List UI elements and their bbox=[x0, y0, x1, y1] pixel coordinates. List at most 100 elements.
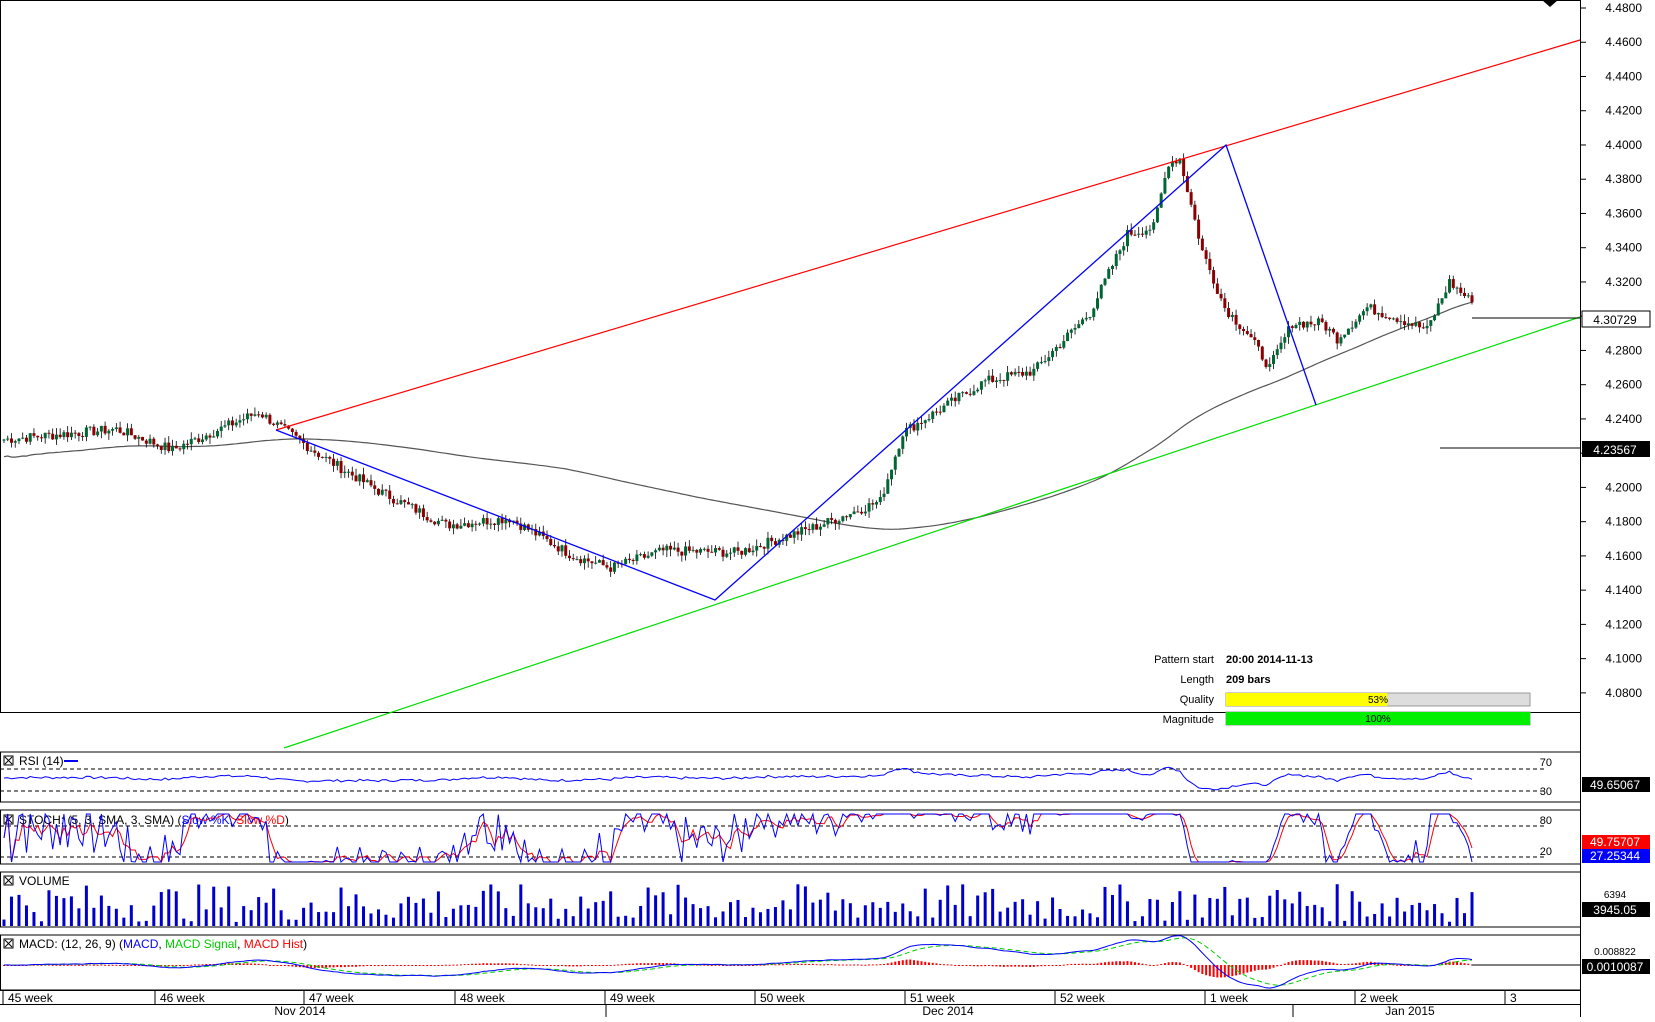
macd-hist-bar bbox=[242, 963, 245, 965]
candle-body bbox=[1466, 295, 1470, 297]
candle-body bbox=[1110, 266, 1114, 270]
candle-body bbox=[6, 438, 10, 440]
macd-hist-bar bbox=[167, 965, 170, 967]
candle-body bbox=[1167, 166, 1171, 178]
macd-hist-bar bbox=[1171, 961, 1174, 965]
candle-body bbox=[1125, 230, 1129, 247]
macd-hist-bar bbox=[126, 965, 129, 966]
macd-hist-bar bbox=[898, 960, 901, 965]
price-tick-label: 4.4600 bbox=[1605, 35, 1642, 49]
macd-title: MACD: (12, 26, 9) (MACD, MACD Signal, MA… bbox=[19, 937, 307, 951]
candle-body bbox=[227, 420, 231, 426]
volume-bar bbox=[886, 901, 890, 926]
macd-hist-bar bbox=[508, 963, 511, 965]
candle-body bbox=[642, 554, 646, 558]
volume-bar bbox=[294, 919, 298, 926]
candle-body bbox=[1219, 293, 1223, 299]
macd-hist-bar bbox=[1265, 965, 1268, 970]
macd-hist-bar bbox=[497, 963, 500, 965]
macd-hist-bar bbox=[283, 965, 286, 967]
volume-bars bbox=[2, 884, 1474, 926]
macd-hist-bar bbox=[467, 964, 470, 966]
rsi-level-70: 70 bbox=[1540, 757, 1552, 769]
macd-hist-bar bbox=[830, 964, 833, 966]
volume-bar bbox=[1328, 921, 1332, 926]
macd-hist-bar bbox=[1182, 963, 1185, 965]
macd-hist-bar bbox=[549, 965, 552, 966]
candle-body bbox=[21, 437, 25, 439]
macd-indicator: MACD: (12, 26, 9) (MACD, MACD Signal, MA… bbox=[3, 935, 1650, 989]
macd-hist-bar bbox=[253, 963, 256, 965]
candle-body bbox=[1373, 304, 1377, 315]
macd-hist-bar bbox=[1055, 965, 1058, 966]
volume-bar bbox=[62, 898, 66, 926]
volume-bar bbox=[556, 918, 560, 926]
macd-hist-bar bbox=[1100, 962, 1103, 965]
macd-hist-bar bbox=[456, 964, 459, 966]
candle-body bbox=[1054, 347, 1058, 352]
candle-body bbox=[1354, 321, 1358, 328]
candle-body bbox=[290, 428, 294, 432]
macd-hist-bar bbox=[587, 965, 590, 966]
volume-bar bbox=[47, 890, 51, 926]
scroll-arrow-icon[interactable] bbox=[1542, 0, 1558, 7]
resistance-line bbox=[275, 39, 1581, 431]
macd-hist-bar bbox=[590, 965, 593, 966]
candle-body bbox=[1159, 193, 1163, 208]
candle-body bbox=[938, 411, 942, 413]
candle-body bbox=[504, 519, 508, 524]
volume-bar bbox=[743, 917, 747, 926]
macd-hist-bar bbox=[501, 963, 504, 965]
candle-body bbox=[1170, 161, 1174, 167]
macd-hist-bar bbox=[474, 963, 477, 965]
candle-body bbox=[1051, 351, 1055, 358]
volume-bar bbox=[1463, 913, 1467, 926]
volume-indicator: VOLUME 6394 3945.05 bbox=[2, 874, 1650, 926]
candle-body bbox=[272, 423, 276, 425]
macd-hist-bar bbox=[77, 964, 80, 966]
macd-hist-bar bbox=[486, 963, 489, 965]
candle-body bbox=[878, 497, 882, 503]
candle-body bbox=[1212, 270, 1216, 284]
volume-bar bbox=[1118, 884, 1122, 926]
candle-body bbox=[830, 518, 834, 520]
candle-body bbox=[770, 537, 774, 542]
candle-body bbox=[305, 442, 309, 452]
macd-hist-bar bbox=[373, 965, 376, 966]
macd-hist-bar bbox=[310, 965, 313, 968]
stoch-level-80: 80 bbox=[1540, 815, 1552, 827]
volume-bar bbox=[1313, 904, 1317, 926]
candle-body bbox=[279, 422, 283, 425]
macd-hist-bar bbox=[459, 964, 462, 966]
candle-body bbox=[1388, 317, 1392, 319]
candle-body bbox=[657, 547, 661, 551]
candle-body bbox=[1279, 342, 1283, 350]
volume-bar bbox=[69, 896, 73, 926]
candle-body bbox=[2, 439, 6, 441]
volume-bar bbox=[1178, 891, 1182, 926]
candle-body bbox=[384, 489, 388, 491]
macd-hist-bar bbox=[1306, 960, 1309, 965]
candle-body bbox=[410, 504, 414, 506]
candle-body bbox=[459, 525, 463, 529]
month-label: Nov 2014 bbox=[274, 1004, 326, 1017]
stoch-k-value: 49.75707 bbox=[1590, 835, 1640, 849]
candle-body bbox=[1448, 279, 1452, 293]
candle-body bbox=[567, 555, 571, 559]
volume-bar bbox=[436, 891, 440, 926]
macd-hist-bar bbox=[1014, 965, 1017, 967]
candle-body bbox=[680, 551, 684, 556]
volume-bar bbox=[144, 920, 148, 926]
candle-body bbox=[609, 567, 613, 572]
volume-bar bbox=[2, 919, 6, 926]
macd-hist-bar bbox=[920, 961, 923, 965]
volume-bar bbox=[1418, 902, 1422, 926]
candle-body bbox=[13, 441, 17, 443]
candle-body bbox=[500, 518, 504, 524]
candle-body bbox=[665, 545, 669, 551]
macd-hist-bar bbox=[74, 964, 77, 966]
candle-body bbox=[9, 438, 13, 443]
volume-axis-label: 6394 bbox=[1604, 890, 1627, 901]
macd-hist-bar bbox=[1160, 964, 1163, 966]
macd-hist-bar bbox=[1156, 964, 1159, 966]
